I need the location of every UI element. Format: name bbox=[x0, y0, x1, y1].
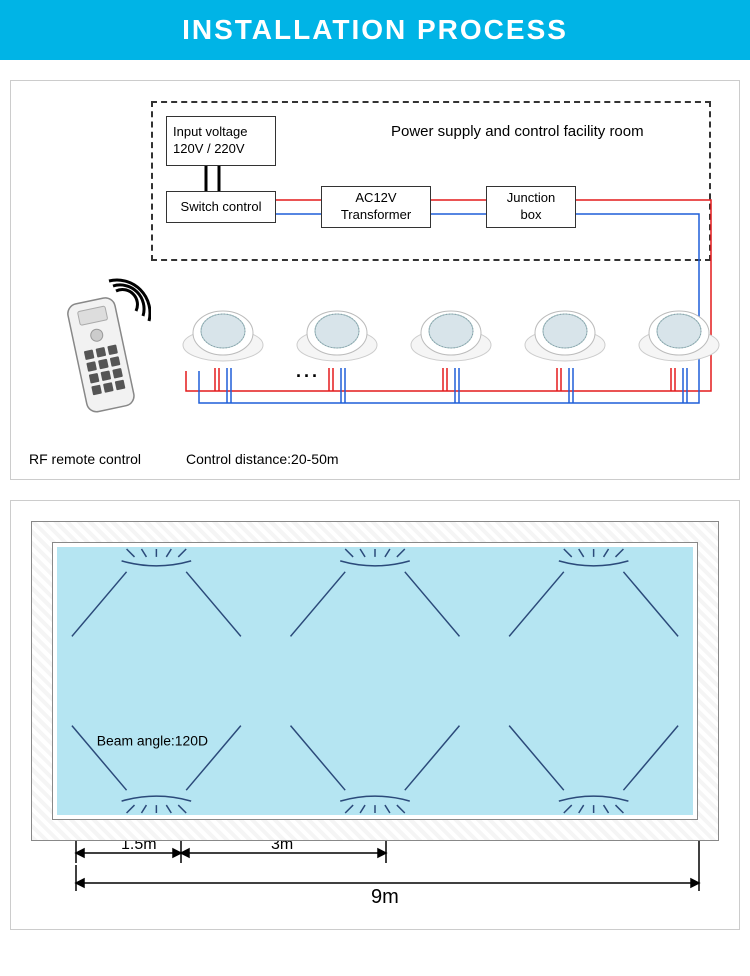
remote-label: RF remote control bbox=[29, 451, 141, 467]
beam-angle-label: Beam angle:120D bbox=[97, 733, 208, 749]
pool-light-icon bbox=[637, 305, 721, 363]
header-text: INSTALLATION PROCESS bbox=[182, 14, 568, 46]
lights-row bbox=[181, 296, 721, 371]
transformer-box: AC12V Transformer bbox=[321, 186, 431, 228]
pool-light-icon bbox=[295, 305, 379, 363]
header: INSTALLATION PROCESS bbox=[0, 0, 750, 60]
dim-9m: 9m bbox=[371, 886, 399, 908]
pool-light-icon bbox=[523, 305, 607, 363]
distance-label: Control distance:20-50m bbox=[186, 451, 339, 467]
dim-1.5m: 1.5m bbox=[121, 841, 157, 853]
pool-light-icon bbox=[181, 305, 265, 363]
wiring-panel: Power supply and control facility room I… bbox=[10, 80, 740, 480]
pool-water: Beam angle:120D bbox=[57, 547, 693, 815]
pool-outer: Beam angle:120D bbox=[31, 521, 719, 841]
pool-light-icon bbox=[409, 305, 493, 363]
facility-room-label: Power supply and control facility room bbox=[391, 123, 644, 140]
junction-box: Junction box bbox=[486, 186, 576, 228]
dim-3m: 3m bbox=[271, 841, 293, 853]
ellipsis: ... bbox=[296, 361, 320, 382]
remote-control-icon bbox=[41, 276, 151, 436]
input-voltage-box: Input voltage 120V / 220V bbox=[166, 116, 276, 166]
switch-control-box: Switch control bbox=[166, 191, 276, 223]
pool-panel: Beam angle:120D 1.5m 3m 9m bbox=[10, 500, 740, 930]
dimensions: 1.5m 3m 9m bbox=[31, 841, 721, 911]
